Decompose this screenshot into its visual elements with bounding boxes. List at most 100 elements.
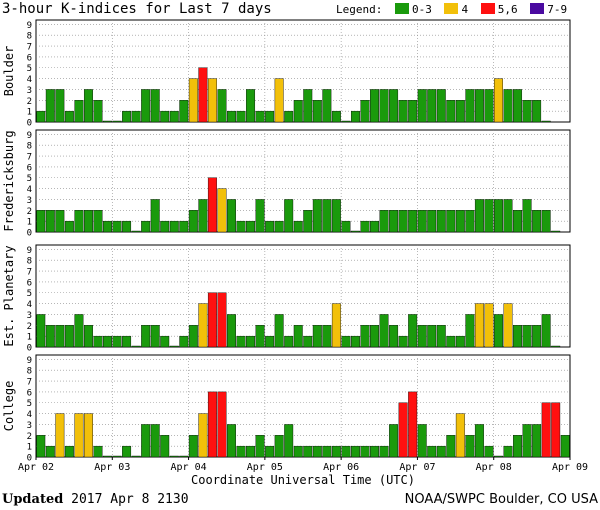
k-index-bar [427,89,437,123]
k-index-bar [83,210,93,233]
k-index-bar [36,435,46,458]
k-index-bar [541,402,551,458]
k-index-bar [465,314,475,348]
k-index-bar [64,220,74,233]
k-index-bar [45,210,55,233]
k-index-bar [293,445,303,458]
k-index-bar [103,335,112,348]
k-index-bar [207,177,217,233]
k-index-bar [179,100,189,123]
y-tick-label: 7 [27,268,32,278]
k-index-bar [312,445,322,458]
k-index-bar [83,325,93,348]
k-index-bar [331,445,341,458]
legend-text-0-3: 0-3 [411,3,432,16]
k-index-bar [198,303,208,348]
k-index-bar [227,424,236,458]
x-tick-label: Apr 09 [552,462,588,473]
x-tick-label: Apr 05 [247,462,283,473]
k-index-bar [551,402,561,458]
k-index-bar [408,210,418,233]
y-tick-label: 2 [27,207,32,217]
k-index-bar [64,110,74,123]
k-index-bar [312,325,322,348]
y-tick-label: 6 [27,278,32,288]
k-index-bar [217,292,227,348]
k-index-bar [293,220,303,233]
y-tick-label: 2 [27,432,32,442]
k-index-bar [350,230,360,233]
y-tick-label: 8 [27,367,32,377]
y-tick-label: 7 [27,43,32,53]
k-index-bar [83,89,93,123]
k-index-bar [169,220,179,233]
x-axis-label: Coordinate Universal Time (UTC) [191,473,415,487]
k-index-bar [284,110,294,123]
y-tick-label: 1 [27,218,32,228]
k-index-bar [265,445,275,458]
y-tick-label: 9 [27,246,32,256]
y-tick-label: 1 [27,108,32,118]
k-index-bar [370,220,379,233]
k-index-bar [398,402,408,458]
k-index-bar [293,325,303,348]
k-index-bar [141,89,151,123]
k-index-bar [55,325,65,348]
k-index-bar [541,314,551,348]
k-index-bar [112,335,122,348]
k-index-bar [103,220,112,233]
k-index-bar [436,325,446,348]
k-index-bar [341,220,351,233]
k-index-bar [513,435,523,458]
k-index-bar [74,314,84,348]
legend-text-7-9: 7-9 [547,3,568,16]
y-tick-label: 5 [27,289,32,299]
k-index-bar [122,110,132,123]
k-index-bar [427,325,437,348]
legend-swatch-5-6 [480,3,495,14]
k-index-bar [150,199,160,233]
k-index-bar [64,445,74,458]
k-index-bar [341,445,351,458]
k-index-bar [322,325,332,348]
k-index-bar [494,199,503,233]
k-index-bar [236,335,246,348]
k-index-bar [246,89,256,123]
y-tick-label: 6 [27,163,32,173]
y-tick-label: 0 [27,119,32,129]
k-index-bar [474,89,484,123]
k-index-bar [474,199,484,233]
k-index-bar [350,445,360,458]
k-index-bar [169,110,179,123]
k-index-bar [389,424,399,458]
y-tick-label: 5 [27,64,32,74]
k-index-bar [246,335,256,348]
k-index-bar [503,199,513,233]
k-index-bar [122,335,132,348]
k-index-bar [131,455,141,458]
k-index-bar [284,199,294,233]
y-tick-label: 9 [27,21,32,31]
legend-label: Legend: [336,3,383,16]
k-index-bar [465,89,475,123]
k-index-bar [484,445,494,458]
k-index-bar [532,325,542,348]
k-index-bar [227,314,236,348]
k-index-bar [408,391,418,458]
k-index-bar [198,199,208,233]
k-index-bar [217,391,227,458]
k-index-bar [484,89,494,123]
k-index-bar [465,210,475,233]
k-index-bar [503,89,513,123]
k-index-bar [227,199,236,233]
k-index-bar [150,89,160,123]
k-index-bar [417,325,427,348]
k-index-bar [265,220,275,233]
x-tick-label: Apr 08 [476,462,512,473]
k-index-bar [465,435,475,458]
k-index-bar [112,220,122,233]
k-index-bar [331,303,341,348]
k-index-bar [474,303,484,348]
k-index-bar [36,110,46,123]
